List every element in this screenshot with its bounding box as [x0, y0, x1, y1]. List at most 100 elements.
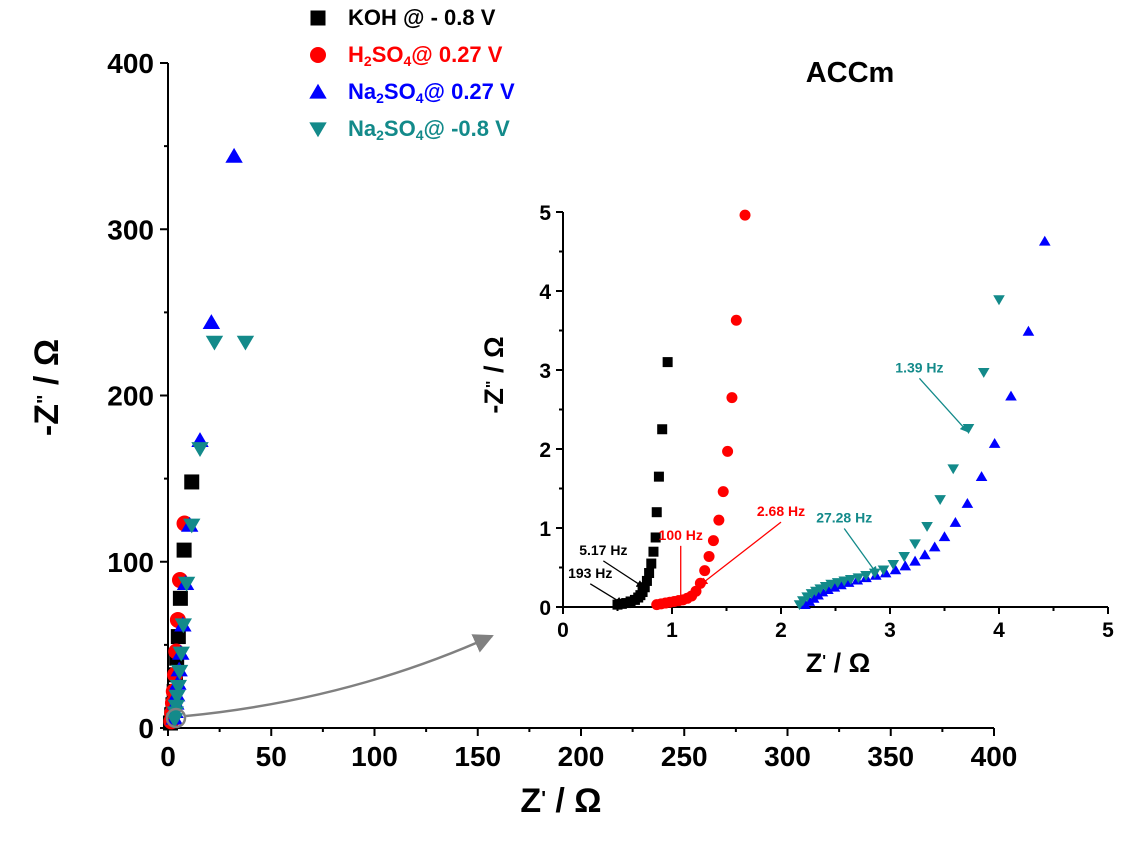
label-part: / Ω: [479, 336, 509, 380]
x-tick-label: 150: [454, 741, 501, 772]
label-part: ': [822, 653, 826, 670]
x-tick-label: 200: [558, 741, 605, 772]
inset-data-point: [842, 577, 855, 587]
inset-data-point: [887, 559, 900, 570]
label-part: @ 0.27 V: [411, 42, 502, 67]
frequency-label: 100 Hz: [659, 527, 703, 543]
annotation-arrow: [602, 560, 645, 588]
inset-data-point: [961, 498, 974, 508]
inset-data-point: [657, 424, 668, 435]
label-part: SO: [384, 116, 416, 141]
inset-data-point: [947, 464, 960, 475]
data-point: [172, 590, 188, 606]
legend-item-na_pos: Na2SO4@ 0.27 V: [309, 79, 515, 106]
data-point: [225, 147, 243, 163]
inset-data-point: [852, 573, 865, 584]
inset-data-point: [934, 495, 946, 506]
inset-data-point: [646, 558, 657, 569]
frequency-label: 193 Hz: [568, 565, 612, 581]
inset-data-point: [644, 568, 655, 579]
label-part: KOH @ - 0.8 V: [348, 5, 496, 30]
x-tick-label: 250: [661, 741, 708, 772]
y-tick-label: 0: [138, 713, 154, 744]
label-part: 2: [376, 90, 384, 106]
inset-x-axis-title: Z' / Ω: [806, 648, 870, 678]
inset-title: ACCm: [806, 57, 895, 89]
inset-x-tick-label: 5: [1102, 619, 1114, 642]
label-part: 2: [376, 127, 384, 143]
label-part: SO: [372, 42, 404, 67]
inset-y-tick-label: 0: [539, 597, 551, 620]
label-part: Na: [348, 116, 377, 141]
inset-data-point: [650, 532, 661, 543]
data-point: [169, 679, 188, 695]
legend-label: H2SO4@ 0.27 V: [348, 42, 503, 69]
x-tick-label: 100: [351, 741, 398, 772]
data-point: [170, 629, 186, 645]
legend-label: KOH @ - 0.8 V: [348, 5, 496, 30]
inset-data-point: [831, 578, 844, 589]
inset-data-point: [921, 522, 933, 532]
data-point: [205, 335, 224, 351]
inset-data-point: [713, 514, 725, 526]
legend-label: Na2SO4@ 0.27 V: [348, 79, 515, 106]
x-tick-label: 50: [256, 741, 287, 772]
label-part: ": [484, 381, 501, 389]
annotation-arrow: [589, 583, 624, 605]
y-axis-title: -Z" / Ω: [28, 339, 66, 436]
inset-data-point: [639, 582, 650, 593]
inset-data-point: [993, 295, 1005, 306]
data-point: [170, 664, 189, 680]
x-tick-label: 300: [764, 741, 811, 772]
inset-y-axis-title: -Z" / Ω: [479, 336, 509, 413]
label-part: @ 0.27 V: [424, 79, 515, 104]
inset-data-point: [1005, 390, 1017, 401]
inset-data-point: [838, 576, 851, 587]
x-tick-label: 0: [160, 741, 176, 772]
inset-data-point: [949, 516, 962, 527]
inset-data-point: [739, 209, 751, 221]
inset-data-point: [648, 546, 659, 557]
inset-data-point: [694, 577, 706, 589]
frequency-label: 27.28 Hz: [816, 509, 872, 525]
inset-data-point: [909, 555, 921, 566]
annotation-arrow: [843, 528, 878, 575]
inset-x-tick-label: 4: [993, 619, 1005, 642]
legend-item-koh: KOH @ - 0.8 V: [310, 5, 496, 30]
inset-data-point: [919, 549, 931, 560]
label-part: H: [348, 42, 364, 67]
legend-item-h2so4: H2SO4@ 0.27 V: [310, 42, 503, 69]
label-part: 4: [403, 53, 411, 69]
data-point: [184, 474, 200, 490]
inset-series-na_pos: [799, 235, 1051, 610]
inset-data-point: [977, 367, 990, 378]
data-point: [177, 576, 196, 592]
legend-marker: [309, 83, 327, 99]
inset-data-point: [928, 541, 941, 552]
label-part: Na: [348, 79, 377, 104]
zoom-circle: [165, 707, 187, 729]
y-tick-label: 200: [107, 381, 154, 412]
frequency-label: 1.39 Hz: [895, 359, 943, 375]
inset-data-point: [707, 535, 719, 547]
inset-data-point: [726, 392, 738, 404]
inset-data-point: [899, 560, 912, 571]
inset-data-point: [730, 314, 742, 326]
label-part: -Z: [28, 404, 66, 436]
label-part: SO: [384, 79, 416, 104]
inset-y-tick-label: 5: [539, 202, 551, 225]
inset-data-point: [860, 571, 872, 581]
inset-data-point: [898, 552, 910, 562]
label-part: 4: [416, 127, 424, 143]
inset-data-point: [825, 579, 837, 590]
x-tick-label: 350: [867, 741, 914, 772]
label-part: @ -0.8 V: [424, 116, 511, 141]
data-point: [174, 618, 192, 634]
frequency-label: 2.68 Hz: [757, 503, 805, 519]
inset-data-point: [653, 471, 664, 482]
inset-data-point: [938, 531, 951, 542]
inset-data-point: [877, 565, 890, 576]
inset-data-point: [879, 567, 892, 578]
